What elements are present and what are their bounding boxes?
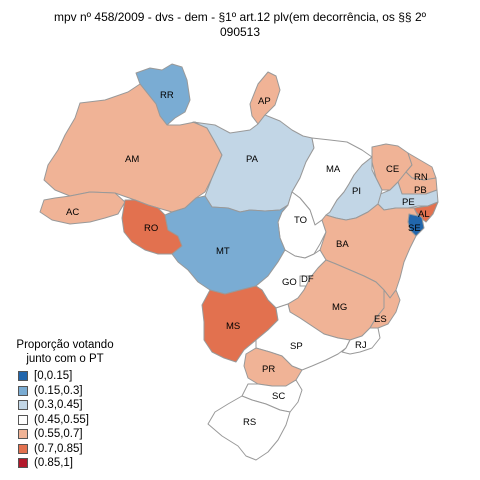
label-GO: GO bbox=[282, 277, 297, 288]
legend-item: (0.45,0.55] bbox=[18, 413, 125, 428]
state-ES bbox=[369, 289, 401, 329]
label-TO: TO bbox=[294, 215, 307, 226]
legend-title-line2: junto com o PT bbox=[26, 353, 104, 365]
legend-label: (0.55,0.7] bbox=[34, 428, 83, 441]
state-AM bbox=[43, 83, 223, 213]
label-PA: PA bbox=[246, 154, 259, 165]
legend-item: [0,0.15] bbox=[18, 369, 125, 384]
state-RS bbox=[207, 395, 291, 461]
legend-item: (0.7,0.85] bbox=[18, 442, 125, 457]
label-MT: MT bbox=[216, 246, 230, 257]
legend-swatch bbox=[18, 371, 28, 382]
legend: Proporção votando junto com o PT [0,0.15… bbox=[5, 338, 125, 471]
label-RO: RO bbox=[144, 223, 158, 234]
label-RN: RN bbox=[414, 172, 428, 183]
legend-item: (0.15,0.3] bbox=[18, 384, 125, 399]
label-MS: MS bbox=[226, 321, 240, 332]
label-SE: SE bbox=[408, 223, 421, 234]
label-RJ: RJ bbox=[355, 340, 367, 351]
label-AL: AL bbox=[418, 209, 430, 220]
label-CE: CE bbox=[386, 164, 399, 175]
label-SC: SC bbox=[272, 391, 285, 402]
state-SP bbox=[255, 303, 351, 371]
legend-swatch bbox=[18, 385, 28, 396]
label-RR: RR bbox=[160, 90, 174, 101]
label-BA: BA bbox=[336, 239, 349, 250]
legend-swatch bbox=[18, 414, 28, 425]
legend-swatch bbox=[18, 400, 28, 411]
legend-label: (0.7,0.85] bbox=[34, 442, 83, 455]
legend-title-line1: Proporção votando bbox=[16, 339, 114, 351]
legend-label: (0.45,0.55] bbox=[34, 413, 89, 426]
legend-item: (0.3,0.45] bbox=[18, 398, 125, 413]
label-DF: DF bbox=[301, 274, 314, 285]
map-title-line2: 090513 bbox=[219, 25, 261, 39]
legend-item: (0.55,0.7] bbox=[18, 427, 125, 442]
legend-swatch bbox=[18, 443, 28, 454]
label-RS: RS bbox=[243, 417, 256, 428]
label-PE: PE bbox=[402, 197, 415, 208]
state-AC bbox=[39, 191, 126, 225]
label-MA: MA bbox=[326, 164, 341, 175]
state-RJ bbox=[341, 327, 381, 355]
label-PB: PB bbox=[414, 185, 427, 196]
label-PI: PI bbox=[352, 186, 361, 197]
label-MG: MG bbox=[332, 302, 347, 313]
legend-label: (0.15,0.3] bbox=[34, 384, 83, 397]
legend-rows: [0,0.15] (0.15,0.3] (0.3,0.45] (0.45,0.55] (… bbox=[5, 369, 125, 471]
legend-label: (0.3,0.45] bbox=[34, 399, 83, 412]
legend-swatch bbox=[18, 429, 28, 440]
label-AP: AP bbox=[258, 96, 271, 107]
label-PR: PR bbox=[262, 364, 275, 375]
label-ES: ES bbox=[374, 314, 387, 325]
legend-item: (0.85,1] bbox=[18, 456, 125, 471]
state-AP bbox=[249, 71, 281, 125]
legend-swatch bbox=[18, 458, 28, 469]
label-SP: SP bbox=[290, 341, 303, 352]
legend-label: [0,0.15] bbox=[34, 370, 73, 383]
map-title-line1: mpv nº 458/2009 - dvs - dem - §1º art.12… bbox=[54, 10, 426, 24]
label-AC: AC bbox=[66, 207, 79, 218]
legend-label: (0.85,1] bbox=[34, 457, 73, 470]
label-AM: AM bbox=[125, 154, 139, 165]
